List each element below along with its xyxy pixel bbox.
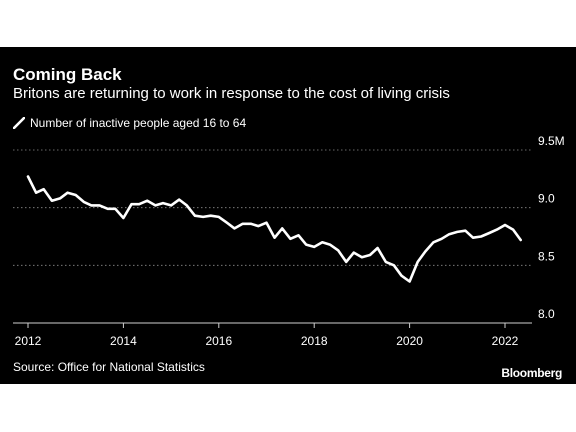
legend-label: Number of inactive people aged 16 to 64: [30, 116, 247, 130]
legend: Number of inactive people aged 16 to 64: [13, 116, 246, 130]
y-tick-label: 9.5M: [538, 134, 565, 148]
bloomberg-logo: Bloomberg: [501, 366, 562, 380]
x-tick-label: 2014: [110, 334, 137, 348]
series-line: [26, 175, 523, 283]
source-note: Source: Office for National Statistics: [13, 360, 205, 374]
chart-subtitle: Britons are returning to work in respons…: [13, 85, 450, 102]
y-tick-label: 8.0: [538, 307, 555, 321]
x-tick-label: 2018: [301, 334, 328, 348]
chart-card: Coming Back Britons are returning to wor…: [0, 47, 576, 384]
line-swatch-icon: [13, 117, 25, 129]
x-tick-label: 2012: [15, 334, 42, 348]
y-tick-label: 8.5: [538, 249, 555, 263]
x-tick-label: 2022: [492, 334, 519, 348]
x-tick-label: 2016: [205, 334, 232, 348]
x-tick-label: 2020: [396, 334, 423, 348]
line-chart: 9.5M 9.0 8.5 8.0 2012 2014 2016 2018 2020 2022: [13, 134, 565, 348]
chart-title: Coming Back: [13, 65, 122, 84]
y-tick-label: 9.0: [538, 192, 555, 206]
